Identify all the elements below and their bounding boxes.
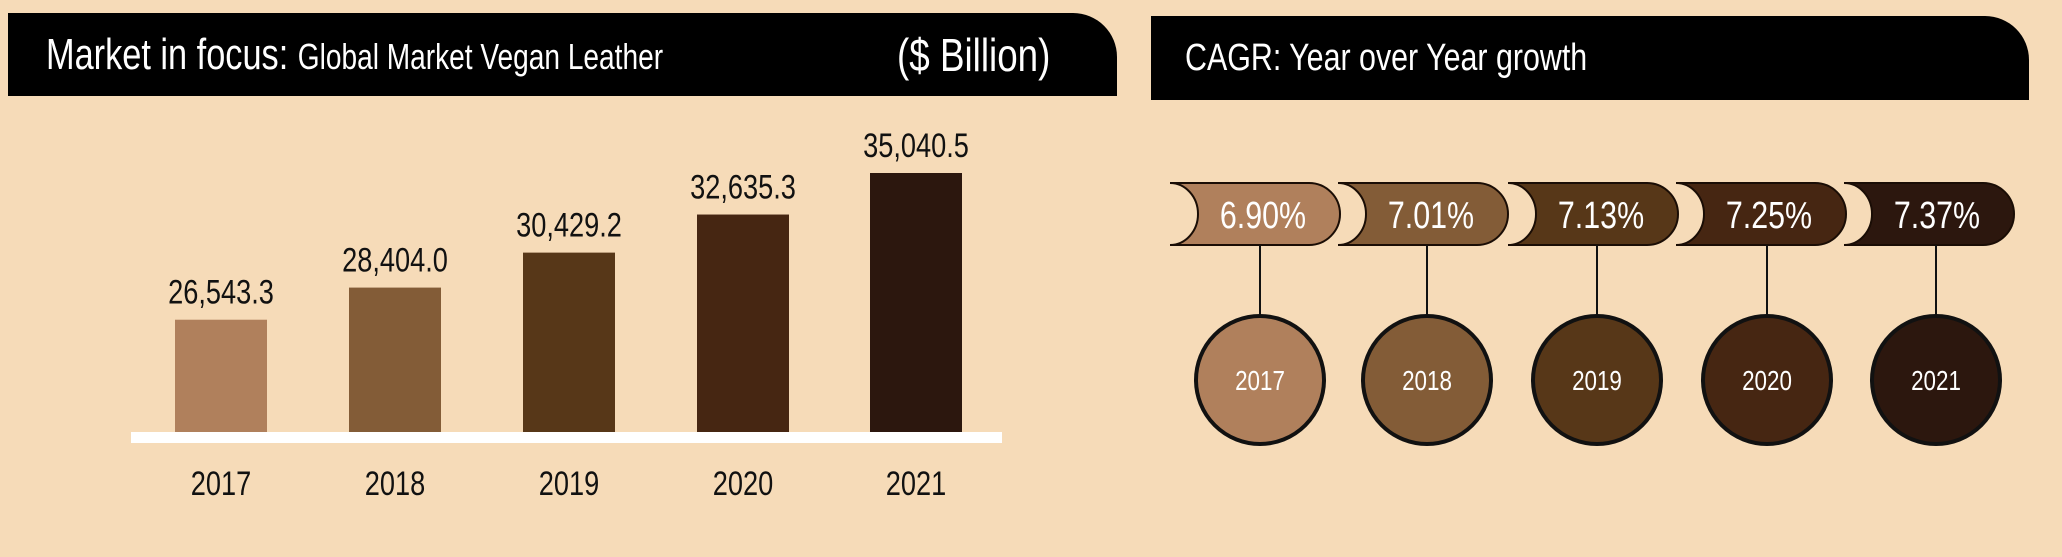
cagr-tag: [1675, 182, 1847, 246]
bar: [175, 319, 267, 432]
cagr-tag: [1337, 182, 1509, 246]
data-label: 32,635.3: [690, 168, 796, 207]
bar: [523, 252, 615, 432]
unit-label: ($ Billion): [897, 28, 1051, 81]
tick-label: 2021: [886, 464, 946, 503]
year-label: 2021: [1911, 366, 1961, 397]
cagr-value: 7.13%: [1558, 195, 1644, 237]
tick-label: 2019: [539, 464, 599, 503]
bar: [349, 287, 441, 432]
cagr-tag: [1507, 182, 1679, 246]
year-label: 2017: [1235, 366, 1285, 397]
data-label: 28,404.0: [342, 241, 448, 280]
cagr-value: 7.25%: [1726, 195, 1812, 237]
market-title-rest: Global Market Vegan Leather: [297, 35, 664, 77]
cagr-value: 7.37%: [1894, 195, 1980, 237]
cagr-tag: [1843, 182, 2015, 246]
cagr-value: 7.01%: [1388, 195, 1474, 237]
cagr-title: CAGR: Year over Year growth: [1185, 36, 1588, 79]
bar: [697, 214, 789, 432]
tick-label: 2020: [713, 464, 773, 503]
cagr-tag: [1169, 182, 1341, 246]
tick-label: 2017: [191, 464, 251, 503]
year-label: 2019: [1572, 366, 1622, 397]
bar: [870, 173, 962, 432]
baseline: [131, 432, 1002, 443]
market-header: Market in focus: Global Market Vegan Lea…: [8, 13, 1117, 96]
year-label: 2020: [1742, 366, 1792, 397]
data-label: 35,040.5: [863, 126, 969, 165]
year-circle: [1701, 314, 1833, 446]
cagr-value: 6.90%: [1220, 195, 1306, 237]
data-label: 26,543.3: [168, 273, 274, 312]
tick-label: 2018: [365, 464, 425, 503]
year-circle: [1194, 314, 1326, 446]
cagr-header: CAGR: Year over Year growth: [1151, 16, 2029, 100]
data-label: 30,429.2: [516, 206, 622, 245]
year-circle: [1361, 314, 1493, 446]
market-title-prefix: Market in focus:: [46, 29, 289, 79]
year-label: 2018: [1402, 366, 1452, 397]
year-circle: [1870, 314, 2002, 446]
market-title: Market in focus: Global Market Vegan Lea…: [46, 30, 663, 80]
year-circle: [1531, 314, 1663, 446]
